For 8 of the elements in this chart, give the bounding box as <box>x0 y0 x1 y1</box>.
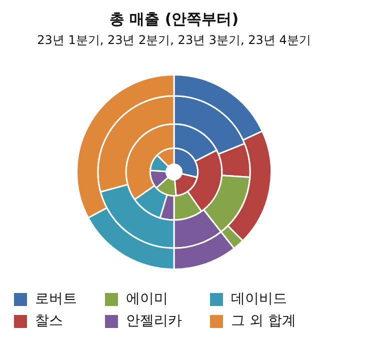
legend-label: 안젤리카 <box>126 312 182 330</box>
chart-title: 총 매출 (안쪽부터) <box>108 10 240 29</box>
chart-subtitle: 23년 1분기, 23년 2분기, 23년 3분기, 23년 4분기 <box>36 32 312 49</box>
legend-label: 찰스 <box>35 312 63 330</box>
legend-label: 그 외 합계 <box>231 312 296 330</box>
legend-label: 에이미 <box>126 290 168 308</box>
legend-label: 로버트 <box>35 290 77 308</box>
legend-label: 데이비드 <box>231 290 287 308</box>
